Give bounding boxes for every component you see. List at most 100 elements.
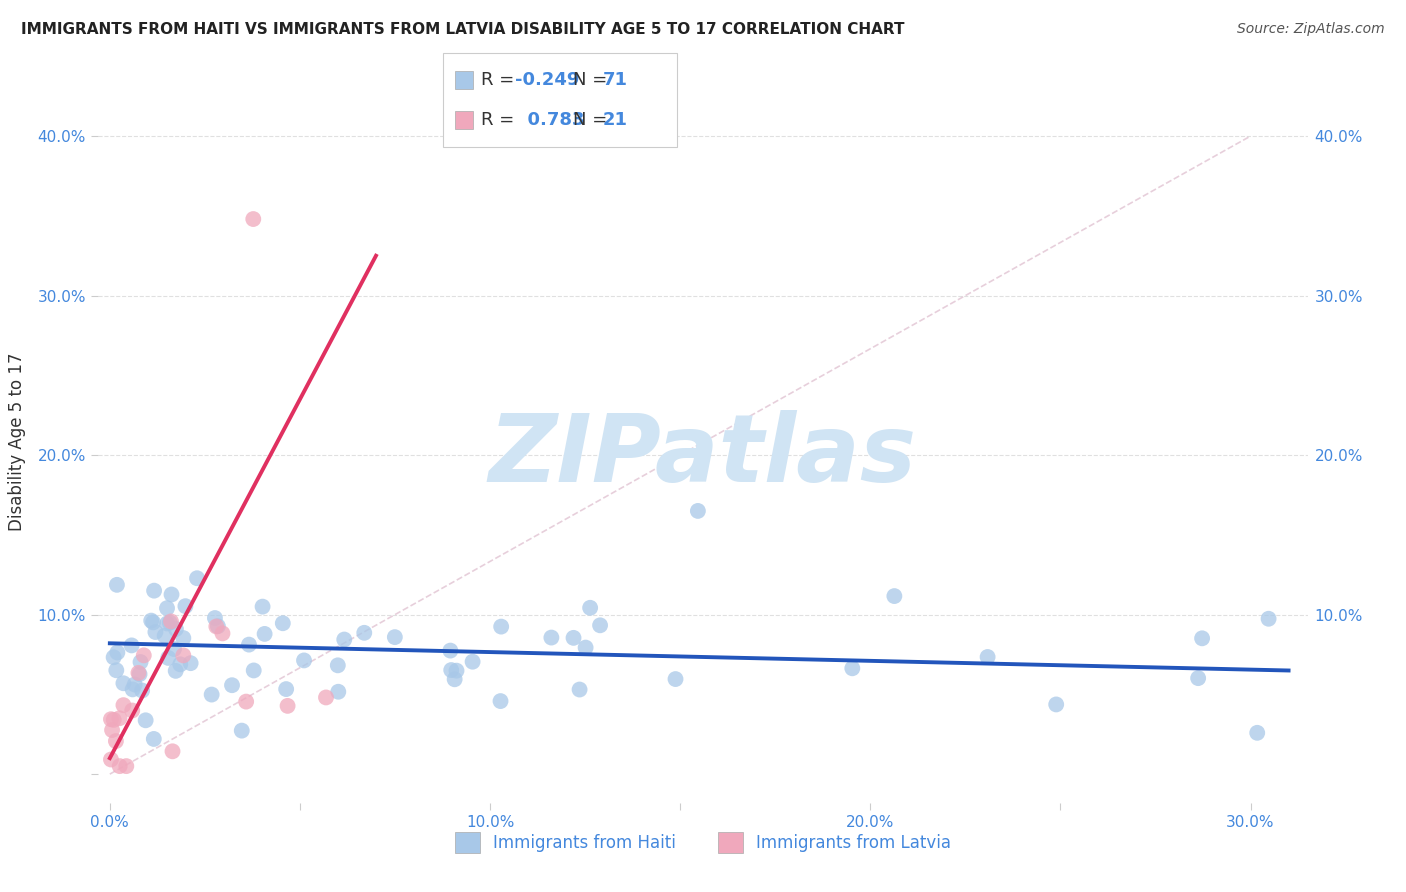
Point [315, 690, 337, 705]
Point [104, 734, 127, 748]
Point [160, 587, 183, 601]
Point [121, 682, 143, 697]
Point [568, 682, 591, 697]
Point [235, 695, 257, 709]
Point [160, 615, 183, 629]
Point [207, 619, 229, 633]
Y-axis label: Disability Age 5 to 17: Disability Age 5 to 17 [8, 352, 27, 531]
Point [277, 698, 299, 713]
Point [156, 616, 179, 631]
Point [162, 744, 184, 758]
Point [1045, 698, 1067, 712]
Text: ZIPatlas: ZIPatlas [489, 410, 917, 502]
Point [135, 714, 157, 728]
Point [1257, 612, 1279, 626]
Text: R =: R = [481, 111, 520, 128]
Point [1246, 726, 1268, 740]
Point [121, 704, 143, 718]
Point [165, 664, 187, 678]
Point [180, 656, 202, 670]
Point [112, 676, 135, 690]
Point [131, 683, 153, 698]
Point [108, 759, 131, 773]
Point [664, 672, 686, 686]
Point [489, 694, 512, 708]
Point [143, 583, 166, 598]
Text: 71: 71 [603, 71, 628, 89]
Point [108, 711, 131, 725]
Point [271, 616, 294, 631]
Point [124, 677, 146, 691]
Point [589, 618, 612, 632]
Point [129, 655, 152, 669]
Point [253, 627, 276, 641]
Point [204, 611, 226, 625]
Point [163, 642, 186, 657]
Point [127, 665, 149, 680]
Point [883, 589, 905, 603]
Text: -0.249: -0.249 [515, 71, 579, 89]
Point [326, 658, 349, 673]
Point [153, 629, 176, 643]
Point [174, 599, 197, 614]
Point [103, 650, 125, 665]
Point [231, 723, 253, 738]
Point [579, 600, 602, 615]
Point [439, 643, 461, 657]
Point [446, 664, 468, 678]
Point [100, 752, 122, 766]
Point [112, 698, 135, 713]
Point [156, 601, 179, 615]
Text: N =: N = [574, 111, 613, 128]
Text: Source: ZipAtlas.com: Source: ZipAtlas.com [1237, 22, 1385, 37]
Point [165, 622, 187, 636]
Point [686, 504, 709, 518]
Point [238, 638, 260, 652]
Point [328, 684, 350, 698]
Point [461, 655, 484, 669]
Point [252, 599, 274, 614]
Point [201, 688, 224, 702]
Point [142, 615, 165, 630]
Point [157, 651, 180, 665]
Point [292, 653, 315, 667]
Point [489, 619, 512, 633]
Text: 0.783: 0.783 [515, 111, 585, 128]
Point [132, 648, 155, 663]
Point [172, 648, 194, 663]
Point [159, 615, 181, 630]
Point [141, 614, 163, 628]
Point [142, 731, 165, 746]
Point [333, 632, 356, 647]
Point [128, 667, 150, 681]
Point [562, 631, 585, 645]
Point [353, 625, 375, 640]
Point [105, 645, 128, 659]
Point [121, 639, 143, 653]
Point [205, 619, 228, 633]
Point [211, 626, 233, 640]
Point [105, 663, 128, 677]
Point [145, 625, 167, 640]
Text: 21: 21 [603, 111, 628, 128]
Text: R =: R = [481, 71, 520, 89]
Point [841, 661, 863, 675]
Point [101, 723, 124, 737]
Point [242, 212, 264, 227]
Point [115, 759, 138, 773]
Point [103, 713, 125, 727]
Point [443, 673, 465, 687]
Point [105, 578, 128, 592]
Point [1191, 632, 1213, 646]
Point [575, 640, 598, 655]
Point [100, 712, 122, 726]
FancyBboxPatch shape [443, 53, 678, 147]
Point [1187, 671, 1209, 685]
Point [221, 678, 243, 692]
Point [169, 657, 191, 672]
Point [384, 630, 406, 644]
Bar [456, 71, 472, 89]
Point [172, 631, 194, 645]
Point [186, 571, 208, 585]
Text: N =: N = [574, 71, 613, 89]
